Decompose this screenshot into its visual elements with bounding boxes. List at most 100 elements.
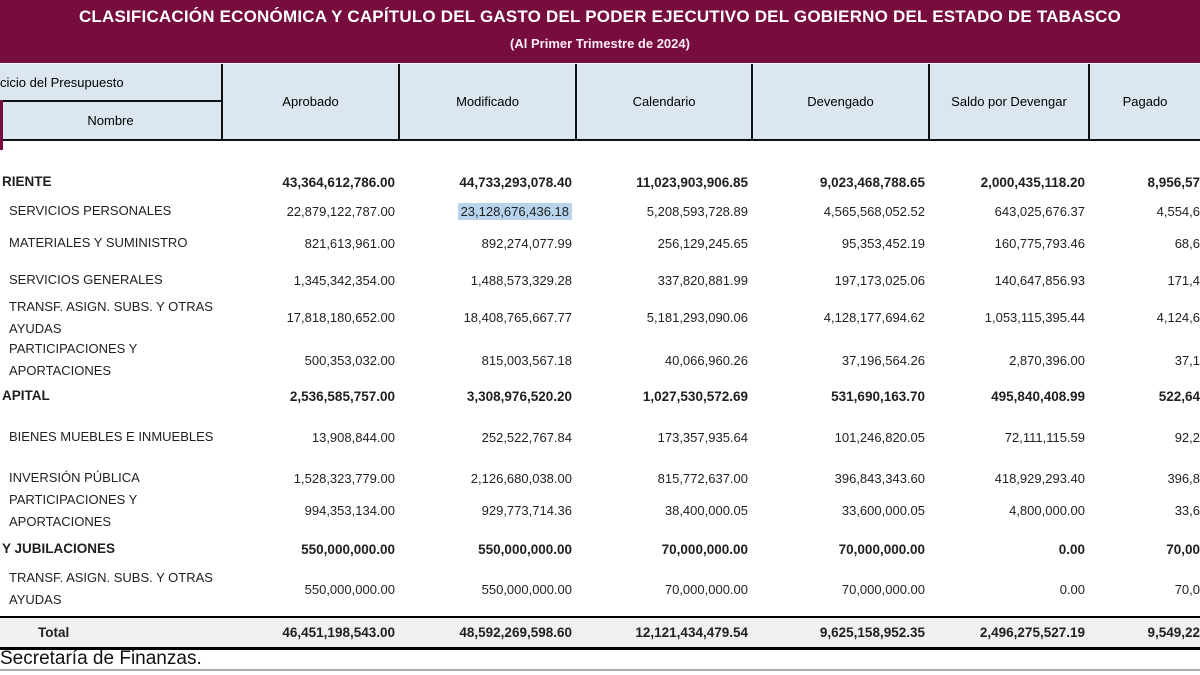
cell-devengado: 70,000,000.00: [841, 581, 925, 597]
cell-saldo: 1,053,115,395.44: [984, 310, 1085, 325]
cell-devengado: 396,843,343.60: [834, 470, 925, 486]
cell-aprobado: 550,000,000.00: [301, 541, 395, 557]
cell-aprobado: 821,613,961.00: [304, 235, 395, 251]
cell-aprobado: 1,528,323,779.00: [293, 470, 395, 486]
table-row: SERVICIOS GENERALES 1,345,342,354.00 1,4…: [0, 266, 1200, 294]
footer-divider: [0, 669, 1200, 671]
cell-modificado: 3,308,976,520.20: [466, 388, 572, 404]
cell-saldo: 4,800,000.00: [1009, 503, 1085, 518]
table-row: PARTICIPACIONES Y APORTACIONES 994,353,1…: [0, 488, 1200, 533]
row-label: SERVICIOS GENERALES: [9, 272, 163, 287]
cell-modificado: 2,126,680,038.00: [470, 470, 572, 486]
header-presupuesto-cell: cicio del Presupuesto: [0, 64, 221, 102]
cell-modificado: 550,000,000.00: [478, 541, 572, 557]
column-header-pagado: Pagado: [1122, 93, 1168, 109]
table-row: TRANSF. ASIGN. SUBS. Y OTRAS AYUDAS 550,…: [0, 566, 1200, 612]
cell-devengado: 531,690,163.70: [831, 388, 925, 404]
table-row: MATERIALES Y SUMINISTRO 821,613,961.00 8…: [0, 229, 1200, 257]
table-row: RIENTE 43,364,612,786.00 44,733,293,078.…: [0, 167, 1200, 197]
cropped-left-header-cell: [0, 100, 3, 150]
cell-aprobado: 1,345,342,354.00: [293, 272, 395, 288]
cell-calendario: 815,772,637.00: [657, 470, 748, 486]
cell-devengado: 101,246,820.05: [834, 429, 925, 445]
row-label: Y JUBILACIONES: [2, 541, 116, 556]
total-row: Total 46,451,198,543.00 48,592,269,598.6…: [0, 616, 1200, 650]
table-row: Y JUBILACIONES 550,000,000.00 550,000,00…: [0, 534, 1200, 564]
table-row: INVERSIÓN PÚBLICA 1,528,323,779.00 2,126…: [0, 463, 1200, 493]
cell-saldo: 0.00: [1059, 581, 1085, 597]
selected-cell-highlight[interactable]: 23,128,676,436.18: [457, 202, 572, 220]
cell-saldo: 2,870,396.00: [1009, 352, 1085, 368]
cell-saldo: 0.00: [1058, 541, 1085, 557]
cell-pagado: 37,1: [1174, 352, 1200, 368]
cell-calendario: 5,181,293,090.06: [646, 310, 748, 325]
cell-pagado: 70,00: [1166, 541, 1200, 557]
cell-calendario: 38,400,000.05: [664, 503, 748, 518]
title-band: CLASIFICACIÓN ECONÓMICA Y CAPÍTULO DEL G…: [0, 0, 1200, 63]
column-header-saldo-por-devengar: Saldo por Devengar: [930, 64, 1090, 139]
row-label: PARTICIPACIONES Y APORTACIONES: [9, 491, 138, 529]
cell-pagado: 396,8: [1167, 470, 1200, 486]
table-row: APITAL 2,536,585,757.00 3,308,976,520.20…: [0, 381, 1200, 411]
cell-pagado: 4,124,6: [1156, 310, 1200, 325]
cell-calendario: 5,208,593,728.89: [646, 203, 748, 219]
column-header-calendario: Calendario: [577, 64, 753, 139]
cell-calendario: 173,357,935.64: [657, 429, 748, 445]
cell-modificado: 1,488,573,329.28: [470, 272, 572, 288]
table-row: PARTICIPACIONES Y APORTACIONES 500,353,0…: [0, 337, 1200, 383]
cell-calendario: 1,027,530,572.69: [642, 388, 748, 404]
page-subtitle: (Al Primer Trimestre de 2024): [510, 36, 690, 51]
cell-aprobado: 43,364,612,786.00: [282, 174, 395, 190]
total-modificado: 48,592,269,598.60: [459, 625, 572, 640]
cell-aprobado: 17,818,180,652.00: [286, 310, 395, 325]
cell-modificado: 18,408,765,667.77: [463, 310, 572, 325]
column-header-aprobado: Aprobado: [223, 64, 400, 139]
total-label: Total: [38, 624, 70, 640]
cell-modificado: 44,733,293,078.40: [459, 174, 572, 190]
total-pagado: 9,549,22: [1147, 625, 1200, 640]
cell-aprobado: 994,353,134.00: [304, 503, 395, 518]
cell-devengado: 95,353,452.19: [841, 235, 925, 251]
cell-modificado: 929,773,714.36: [481, 503, 572, 518]
cell-aprobado: 22,879,122,787.00: [286, 203, 395, 219]
row-label: RIENTE: [2, 174, 52, 189]
cell-modificado: 23,128,676,436.18: [400, 202, 577, 220]
row-label: APITAL: [2, 388, 50, 403]
cell-devengado: 37,196,564.26: [841, 352, 925, 368]
cell-saldo: 643,025,676.37: [994, 203, 1085, 219]
row-label: TRANSF. ASIGN. SUBS. Y OTRAS AYUDAS: [9, 570, 213, 607]
cell-calendario: 70,000,000.00: [664, 581, 748, 597]
row-label: SERVICIOS PERSONALES: [9, 203, 172, 218]
cell-saldo: 72,111,115.59: [1004, 429, 1085, 445]
column-header-devengado: Devengado: [753, 64, 930, 139]
cell-pagado: 68,6: [1174, 235, 1200, 251]
row-label: TRANSF. ASIGN. SUBS. Y OTRAS AYUDAS: [9, 298, 213, 336]
header-nombre-cell: Nombre: [87, 113, 134, 128]
row-label: BIENES MUEBLES E INMUEBLES: [9, 429, 214, 444]
total-calendario: 12,121,434,479.54: [635, 625, 748, 640]
cell-aprobado: 550,000,000.00: [304, 581, 395, 597]
source-text: Secretaría de Finanzas.: [0, 648, 202, 669]
cell-aprobado: 13,908,844.00: [311, 429, 395, 445]
row-label: MATERIALES Y SUMINISTRO: [9, 235, 188, 250]
table-row: BIENES MUEBLES E INMUEBLES 13,908,844.00…: [0, 422, 1200, 452]
cell-pagado: 171,4: [1167, 272, 1200, 288]
table-header: cicio del Presupuesto Nombre Aprobado Mo…: [0, 64, 1200, 141]
table-row: SERVICIOS PERSONALES 22,879,122,787.00 2…: [0, 197, 1200, 225]
cell-calendario: 70,000,000.00: [661, 541, 748, 557]
cell-pagado: 70,0: [1174, 581, 1200, 597]
cell-pagado: 8,956,57: [1147, 174, 1200, 190]
cell-calendario: 11,023,903,906.85: [636, 174, 748, 190]
column-header-modificado: Modificado: [400, 64, 577, 139]
cell-devengado: 4,128,177,694.62: [823, 310, 925, 325]
cell-saldo: 140,647,856.93: [994, 272, 1085, 288]
cell-calendario: 256,129,245.65: [657, 235, 748, 251]
cell-modificado: 550,000,000.00: [481, 581, 572, 597]
cell-pagado: 4,554,6: [1156, 203, 1200, 219]
total-aprobado: 46,451,198,543.00: [282, 625, 395, 640]
cell-devengado: 197,173,025.06: [834, 272, 925, 288]
total-saldo: 2,496,275,527.19: [979, 625, 1085, 640]
cell-saldo: 160,775,793.46: [994, 235, 1085, 251]
cell-aprobado: 500,353,032.00: [304, 352, 395, 368]
page-title: CLASIFICACIÓN ECONÓMICA Y CAPÍTULO DEL G…: [78, 7, 1122, 26]
